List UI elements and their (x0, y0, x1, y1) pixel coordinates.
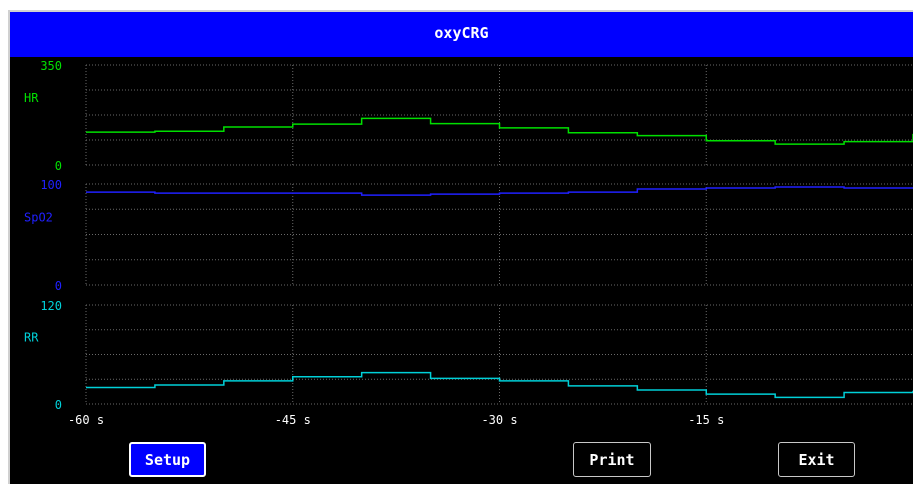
data-point (223, 380, 224, 381)
data-point (430, 123, 431, 124)
data-point (154, 131, 155, 132)
setup-button-label: Setup (144, 450, 191, 469)
data-point (499, 127, 500, 128)
data-point (292, 193, 293, 194)
channel-label: RR (24, 331, 39, 345)
exit-button[interactable]: Exit (778, 442, 855, 477)
x-tick-label: -60 s (68, 413, 104, 427)
x-tick-label: -30 s (481, 413, 517, 427)
data-point (637, 189, 638, 190)
x-tick-label: -15 s (688, 413, 724, 427)
series-line (86, 371, 913, 399)
data-point (568, 385, 569, 386)
y-min-label: 0 (55, 279, 62, 293)
data-point (223, 193, 224, 194)
data-point (706, 394, 707, 395)
data-point (775, 397, 776, 398)
data-point (775, 144, 776, 145)
data-point (292, 124, 293, 125)
y-min-label: 0 (55, 159, 62, 173)
trend-chart: 350 0 HR 100 0 SpO2 120 0 RR -60 s -45 s -30 s -15 s (24, 59, 913, 427)
data-point (292, 376, 293, 377)
data-point (775, 187, 776, 188)
data-point (361, 372, 362, 373)
exit-button-label: Exit (798, 450, 835, 469)
data-point (154, 385, 155, 386)
data-point (568, 132, 569, 133)
y-max-label: 120 (40, 299, 62, 313)
y-max-label: 350 (40, 59, 62, 73)
data-point (568, 192, 569, 193)
data-point (706, 140, 707, 141)
data-point (86, 132, 87, 133)
data-point (361, 195, 362, 196)
title-bar: oxyCRG (10, 12, 913, 57)
y-min-label: 0 (55, 398, 62, 412)
app-window: oxyCRG 350 0 HR 100 0 SpO2 120 0 RR -60 s -45 s -30… (8, 10, 913, 484)
series-line (86, 117, 913, 145)
data-point (844, 141, 845, 142)
data-point (844, 392, 845, 393)
data-point (430, 194, 431, 195)
data-point (86, 387, 87, 388)
data-point (223, 127, 224, 128)
x-tick-label: -45 s (275, 413, 311, 427)
data-point (706, 188, 707, 189)
print-button-label: Print (589, 450, 635, 469)
data-point (499, 193, 500, 194)
y-max-label: 100 (40, 178, 62, 192)
window-title: oxyCRG (434, 24, 489, 42)
data-point (86, 192, 87, 193)
print-button[interactable]: Print (573, 442, 651, 477)
channel-label: HR (24, 91, 39, 105)
data-point (499, 380, 500, 381)
setup-button[interactable]: Setup (129, 442, 206, 477)
data-point (430, 378, 431, 379)
data-point (154, 193, 155, 194)
data-point (637, 389, 638, 390)
data-point (844, 188, 845, 189)
data-point (637, 135, 638, 136)
channel-label: SpO2 (24, 210, 53, 224)
series-line (86, 186, 913, 196)
data-point (361, 118, 362, 119)
